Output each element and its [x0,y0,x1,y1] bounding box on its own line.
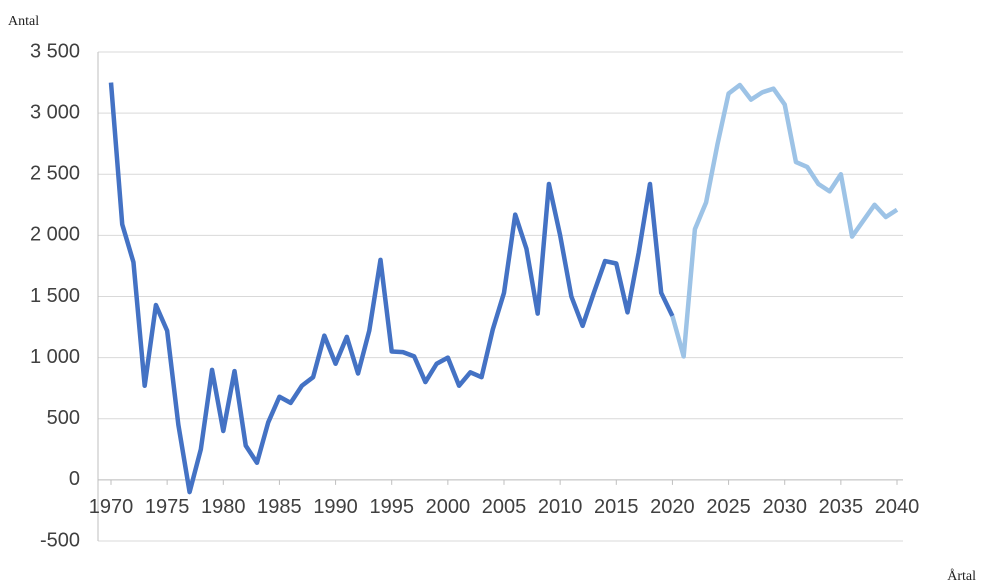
x-tick-label: 1990 [313,496,358,518]
y-tick-label: 3 500 [30,40,80,62]
x-tick-label: 1970 [89,496,134,518]
x-tick-label: 2005 [482,496,527,518]
y-tick-label: 1 000 [30,346,80,368]
x-tick-label: 2025 [706,496,751,518]
x-tick-label: 2000 [426,496,471,518]
x-tick-label: 2010 [538,496,583,518]
x-tick-label: 1975 [145,496,190,518]
x-tick-label: 1995 [369,496,414,518]
x-tick-label: 1980 [201,496,246,518]
y-tick-label: 2 500 [30,163,80,185]
y-tick-label: 0 [69,468,80,490]
x-tick-label: 2015 [594,496,639,518]
y-tick-label: -500 [40,529,80,551]
x-tick-label: 2030 [762,496,807,518]
x-tick-label: 2040 [875,496,920,518]
line-series [108,82,675,495]
y-tick-label: 2 000 [30,224,80,246]
y-tick-label: 500 [47,407,80,429]
x-tick-label: 1985 [257,496,302,518]
y-tick-label: 3 000 [30,101,80,123]
x-tick-label: 2035 [819,496,864,518]
x-tick-label: 2020 [650,496,695,518]
x-axis-label: Årtal [947,568,976,584]
line-series [670,82,899,359]
y-axis-label: Antal [8,14,39,29]
y-tick-label: 1 500 [30,285,80,307]
